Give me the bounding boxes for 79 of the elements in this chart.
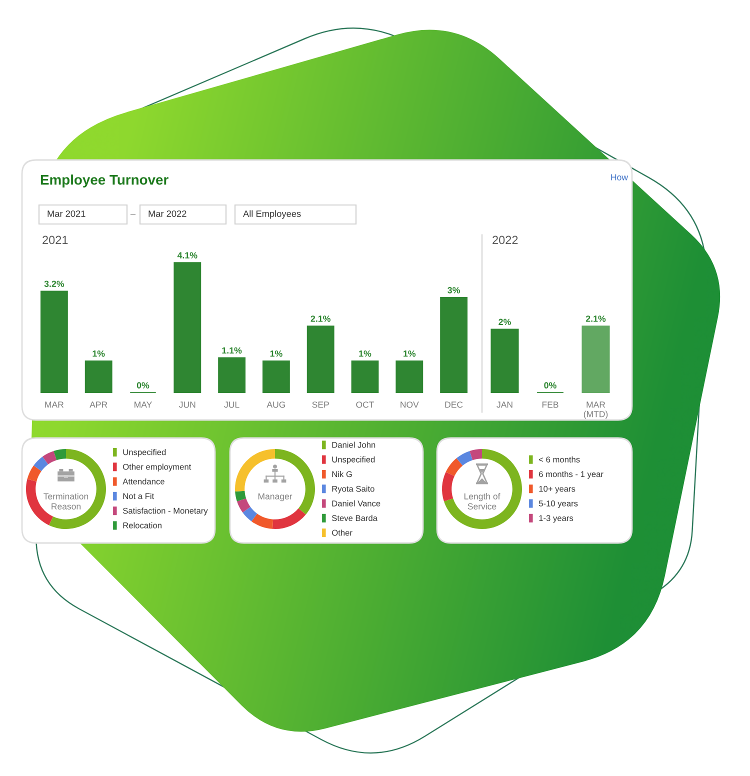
donut-slice bbox=[470, 449, 482, 460]
legend-label: Daniel John bbox=[332, 442, 376, 448]
donut-slice bbox=[54, 449, 66, 460]
x-tick-label: APR bbox=[90, 402, 108, 408]
x-tick-label: DEC bbox=[445, 402, 463, 408]
legend-label: 5-10 years bbox=[538, 500, 578, 508]
text: How bbox=[611, 174, 628, 180]
donut-slice bbox=[272, 508, 306, 529]
data-label: 0% bbox=[136, 382, 150, 388]
legend-label: 1-3 years bbox=[539, 515, 574, 523]
text: Mar 2021 bbox=[48, 210, 86, 217]
donut-slice bbox=[251, 514, 274, 529]
bar bbox=[218, 357, 246, 393]
text: Termination Reason bbox=[44, 493, 88, 510]
data-label: 1% bbox=[404, 350, 416, 357]
bar bbox=[84, 360, 112, 393]
legend-label: Ryota Saito bbox=[332, 486, 374, 494]
legend-label: Not a Fit bbox=[123, 492, 154, 500]
chart-subtitle: 2021 bbox=[42, 236, 68, 244]
text: – bbox=[130, 214, 136, 215]
legend-label: Relocation bbox=[123, 522, 162, 528]
x-tick-label: OCT bbox=[356, 402, 374, 408]
bar bbox=[306, 326, 334, 393]
bar bbox=[351, 360, 379, 393]
donut-slice bbox=[446, 458, 463, 476]
data-label: 0% bbox=[544, 382, 556, 388]
data-label: 2.1% bbox=[586, 316, 606, 322]
legend-label: Other bbox=[332, 530, 352, 536]
text: Mar 2022 bbox=[148, 210, 186, 217]
legend-label: 10+ years bbox=[539, 486, 576, 494]
donut-slice bbox=[34, 456, 48, 472]
data-label: 1% bbox=[270, 350, 282, 357]
x-tick-label: JUL bbox=[224, 402, 240, 408]
data-label: 2.1% bbox=[310, 316, 330, 322]
text: Manager bbox=[258, 493, 292, 502]
donut-slice bbox=[27, 465, 42, 482]
legend-label: Attendance bbox=[122, 478, 164, 484]
x-tick-label: MAR bbox=[45, 402, 64, 408]
legend-label: 6 months - 1 year bbox=[539, 470, 604, 479]
x-tick-label: MAR (MTD) bbox=[584, 402, 608, 419]
data-label: 4.1% bbox=[177, 252, 198, 258]
data-label: 1% bbox=[359, 350, 372, 357]
donut-slice bbox=[42, 450, 57, 464]
legend-label: Unspecified bbox=[332, 456, 375, 464]
legend-label: Daniel Vance bbox=[332, 500, 380, 506]
bar bbox=[174, 262, 202, 393]
data-label: 3.2% bbox=[44, 280, 64, 288]
donut-slice bbox=[444, 449, 522, 529]
x-tick-label: JAN bbox=[496, 402, 512, 408]
legend-label: Nik G bbox=[332, 470, 352, 478]
donut-slice bbox=[442, 472, 454, 502]
x-tick-label: AUG bbox=[266, 402, 286, 408]
data-label: 1% bbox=[92, 350, 105, 357]
chart-title: Employee Turnover bbox=[40, 174, 168, 188]
x-tick-label: JUN bbox=[179, 402, 196, 408]
x-tick-label: FEB bbox=[542, 402, 558, 408]
x-tick-label: MAY bbox=[134, 402, 152, 408]
donut-slice bbox=[456, 450, 473, 466]
bar bbox=[40, 290, 68, 393]
legend-label: Unspecified bbox=[123, 449, 166, 457]
data-label: 1.1% bbox=[222, 347, 242, 354]
legend-label: Steve Barda bbox=[332, 514, 378, 522]
data-label: 2% bbox=[498, 318, 511, 326]
x-tick-label: NOV bbox=[400, 402, 419, 408]
donut-slice bbox=[242, 506, 258, 522]
text: Length of Service bbox=[464, 493, 500, 510]
x-tick-label: SEP bbox=[312, 402, 329, 408]
bar bbox=[440, 297, 468, 393]
legend-label: Other employment bbox=[123, 464, 192, 472]
text: All Employees bbox=[243, 210, 301, 219]
data-label: 3% bbox=[448, 287, 460, 294]
legend-label: Satisfaction - Monetary bbox=[123, 508, 208, 516]
bar bbox=[396, 360, 424, 393]
donut-slice bbox=[235, 490, 246, 502]
chart-subtitle: 2022 bbox=[492, 236, 518, 244]
donut-slice bbox=[235, 449, 275, 492]
legend-label: < 6 months bbox=[539, 456, 580, 462]
bar bbox=[262, 360, 290, 393]
donut-slice bbox=[236, 498, 250, 513]
